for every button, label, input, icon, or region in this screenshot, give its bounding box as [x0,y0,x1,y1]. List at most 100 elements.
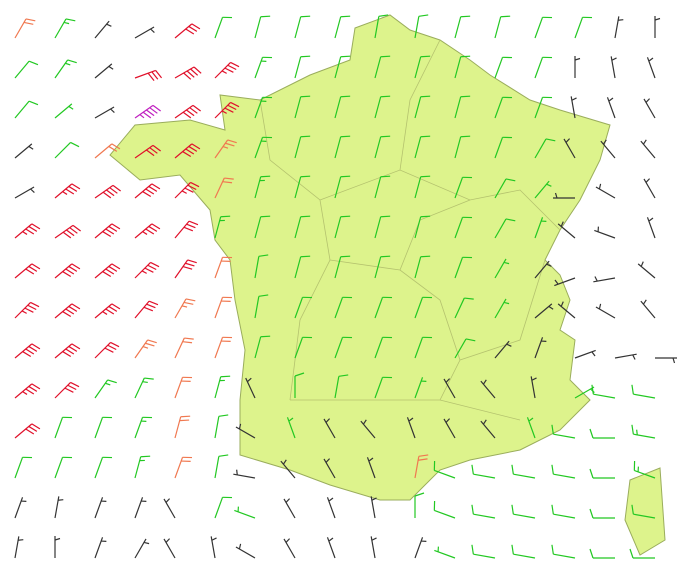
wind-barb [174,259,197,279]
wind-barb [334,336,353,359]
barb-feather [631,384,634,395]
barb-staff [174,337,185,359]
wind-barb [14,60,39,79]
barb-feather [151,71,159,80]
barb-feather [420,175,431,178]
wind-barb [214,139,237,159]
barb-half-feather [328,537,334,542]
barb-half-feather [325,458,331,463]
wind-barb [334,95,351,119]
barb-half-feather [142,345,149,349]
barb-feather [380,255,391,258]
wind-barb [214,414,229,439]
wind-barb [94,416,113,439]
wind-barb [334,296,353,319]
wind-barb [360,419,376,439]
barb-feather [186,70,195,78]
barb-staff [254,57,264,79]
wind-barb [374,376,393,399]
wind-barb [214,296,233,319]
wind-barb [14,18,36,39]
barb-staff [513,553,536,559]
barb-staff [414,297,424,319]
wind-barb [94,263,121,279]
wind-barb [254,335,271,359]
barb-feather [188,145,198,152]
barb-feather [148,300,159,306]
barb-feather [551,544,554,555]
barb-staff [214,17,224,39]
barb-feather [191,143,201,150]
barb-half-feather [482,379,487,385]
wind-barb [591,384,616,399]
barb-feather [340,255,351,258]
wind-barb [294,15,311,39]
barb-feather [68,345,78,352]
barb-staff [374,56,382,79]
barb-staff [174,220,190,239]
barb-staff [94,417,104,439]
barb-staff [283,498,296,519]
wind-barb [454,256,473,279]
barb-half-feather [222,145,229,149]
barb-half-feather [142,381,148,384]
barb-staff [235,546,256,559]
wind-barb [323,418,336,439]
wind-barb [374,14,389,39]
barb-staff [294,56,302,79]
barb-feather [224,107,234,113]
barb-staff [334,216,342,239]
wind-barb [646,217,656,239]
barb-feather [24,307,34,313]
barb-staff [134,456,142,479]
barb-feather [105,228,115,235]
barb-half-feather [531,377,537,381]
barb-half-feather [221,110,227,114]
barb-staff [594,229,616,239]
barb-staff [640,300,656,319]
barb-staff [174,416,182,439]
barb-half-feather [150,28,155,34]
barb-feather [111,223,121,230]
wind-barb [254,175,271,199]
barb-half-feather [672,357,676,364]
barb-staff [414,256,422,279]
barb-feather [102,271,112,278]
barb-half-feather [611,57,617,61]
wind-barb [94,303,121,319]
wind-barb [233,469,256,479]
wind-barb [614,16,624,39]
barb-feather [378,14,389,17]
barb-feather [340,95,351,98]
barb-feather [102,191,112,199]
barb-feather [589,428,594,439]
wind-barb [134,144,161,159]
wind-barb [534,337,547,359]
barb-half-feather [506,343,512,347]
wind-barb [294,336,313,359]
barb-feather [151,183,161,190]
barb-feather [300,15,311,18]
barb-half-feather [362,419,367,425]
barb-staff [414,216,422,239]
barb-feather [500,15,511,18]
barb-feather [68,305,78,312]
wind-barb [174,143,201,159]
barb-staff [134,26,155,39]
barb-staff [473,473,496,479]
barb-staff [174,298,187,319]
barb-half-feather [139,114,145,119]
barb-feather [511,544,514,555]
barb-feather [218,454,229,457]
wind-barbs [14,14,677,559]
barb-staff [283,538,296,559]
barb-staff [174,259,189,279]
barb-staff [646,217,656,239]
wind-barb [557,301,576,319]
barb-staff [14,143,33,159]
wind-barb [614,353,637,360]
barb-feather [218,414,229,417]
wind-barb [214,61,240,79]
barb-staff [374,136,382,159]
wind-barb [234,506,256,519]
